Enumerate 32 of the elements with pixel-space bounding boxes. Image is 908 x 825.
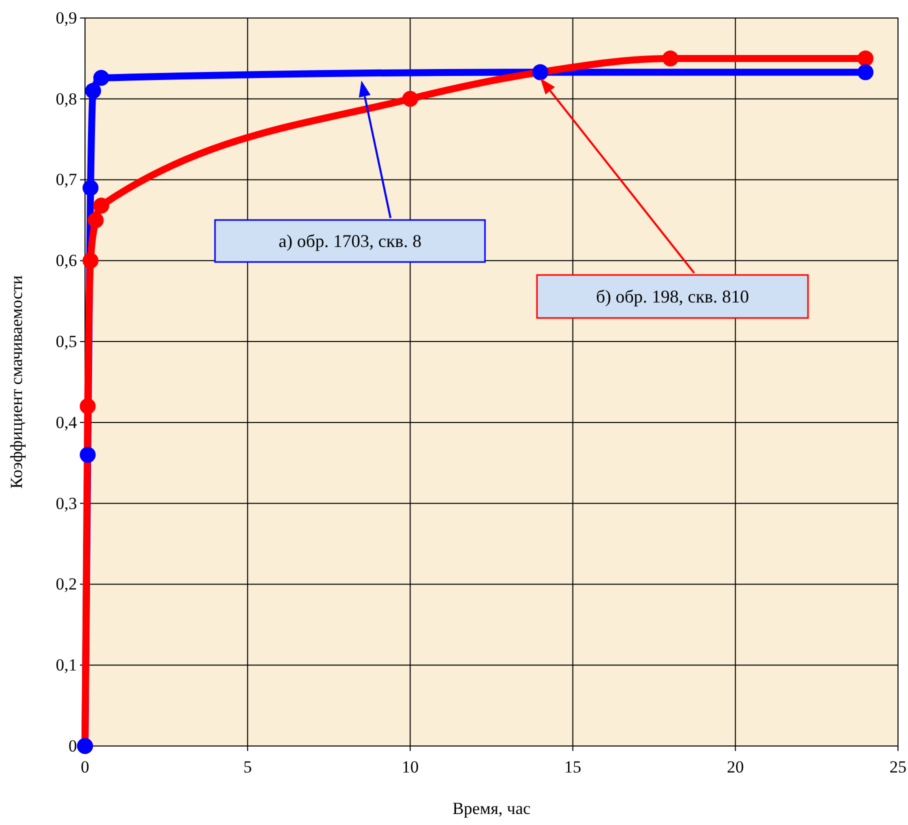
y-tick-label: 0,9	[56, 8, 77, 28]
point	[82, 252, 99, 269]
x-axis-title: Время, час	[452, 799, 531, 818]
y-tick-label: 0,8	[56, 89, 77, 108]
x-tick-label: 0	[80, 758, 90, 777]
x-tick-label: 15	[564, 758, 582, 777]
point	[88, 212, 104, 228]
point	[402, 90, 418, 107]
x-tick-label: 10	[402, 758, 419, 777]
y-tick-label: 0,3	[56, 494, 77, 513]
y-tick-label: 0,5	[56, 332, 77, 351]
y-tick-label: 0,4	[56, 412, 78, 432]
y-tick-label: 0,6	[56, 251, 77, 270]
point	[858, 50, 874, 66]
point	[93, 198, 110, 214]
y-tick-label: 0,7	[56, 170, 78, 190]
point	[80, 446, 96, 463]
point	[82, 180, 99, 196]
x-tick-label: 20	[726, 758, 744, 777]
annotation: б) обр. 198, скв. 810	[596, 286, 750, 306]
x-tick-label: 25	[890, 758, 906, 777]
point	[858, 64, 874, 80]
point	[80, 398, 96, 414]
annotation: а) обр. 1703, скв. 8	[278, 231, 422, 251]
point	[662, 50, 678, 66]
point	[93, 70, 110, 86]
x-tick-label: 5	[243, 758, 252, 777]
y-tick-label: 0,2	[56, 574, 77, 594]
y-tick-label: 0,1	[56, 656, 77, 675]
y-tick-label: 0	[68, 736, 77, 756]
y-axis-title: Коэффициент смачиваемости	[7, 275, 26, 489]
point	[85, 82, 102, 99]
